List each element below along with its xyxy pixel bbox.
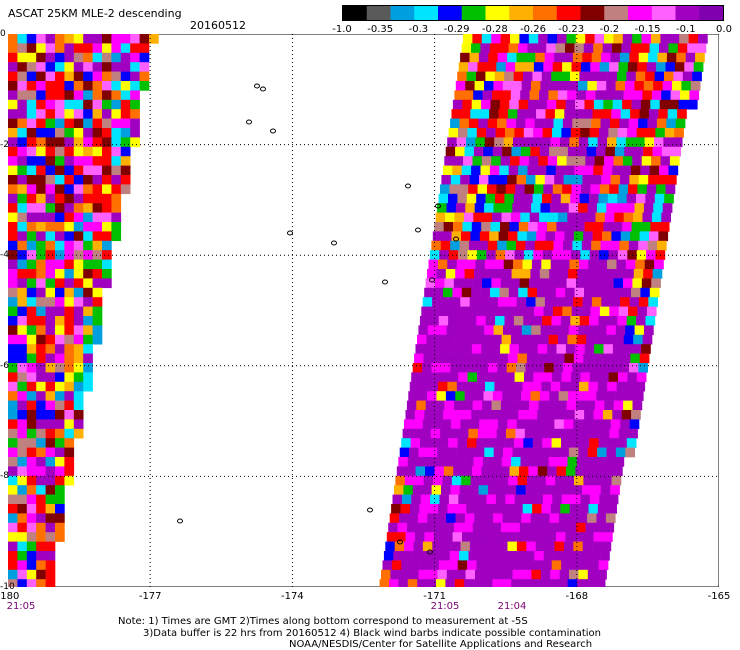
- island-outline: [435, 203, 441, 209]
- island-outline: [254, 83, 260, 89]
- colorbar-label: -0.3: [408, 24, 429, 35]
- colorbar-label: -0.15: [634, 24, 661, 35]
- colorbar-legend: -1.0 -0.35 -0.3 -0.29 -0.28 -0.26 -0.23 -0.2 -0.…: [332, 5, 732, 37]
- colorbar-label: -0.26: [520, 24, 546, 35]
- colorbar-label: -0.1: [676, 24, 696, 35]
- x-tick-label: -180: [0, 591, 20, 602]
- island-outline: [367, 507, 373, 513]
- time-label-left: 21:05: [6, 601, 36, 612]
- note-line-1: Note: 1) Times are GMT 2)Times along bot…: [118, 616, 528, 627]
- island-outline: [177, 518, 183, 524]
- x-tick-label: -168: [565, 591, 589, 602]
- colorbar-swatch: [556, 6, 581, 20]
- note-line-2: 3)Data buffer is 22 hrs from 20160512 4)…: [143, 628, 601, 639]
- left-swath: [8, 34, 159, 587]
- y-tick-label: 0: [0, 29, 6, 39]
- x-tick-label: -165: [707, 591, 731, 602]
- colorbar-swatch: [438, 6, 463, 20]
- colorbar-swatch: [604, 6, 629, 20]
- island-outline: [246, 119, 252, 125]
- colorbar-swatch: [651, 6, 676, 20]
- colorbar-label: -0.23: [558, 24, 585, 35]
- island-outline: [405, 183, 411, 189]
- colorbar-label: 0.0: [716, 24, 732, 35]
- wind-map: [8, 34, 719, 587]
- colorbar-swatch: [675, 6, 700, 20]
- island-outline: [415, 227, 421, 233]
- colorbar-label: -1.0: [332, 24, 352, 35]
- colorbar-swatch: [509, 6, 534, 20]
- colorbar: [342, 5, 724, 21]
- colorbar-swatch: [699, 6, 724, 20]
- island-outline: [287, 230, 293, 236]
- right-swath: [379, 34, 708, 587]
- note-line-3: NOAA/NESDIS/Center for Satellite Applica…: [289, 639, 593, 650]
- colorbar-label: -0.2: [599, 24, 620, 35]
- x-tick-label: -174: [281, 591, 304, 602]
- colorbar-swatch: [580, 6, 605, 20]
- x-tick-label: -177: [138, 591, 162, 602]
- x-tick-label: -171: [423, 591, 446, 602]
- island-outline: [429, 277, 435, 283]
- colorbar-swatch: [628, 6, 653, 20]
- colorbar-label: -0.28: [481, 24, 508, 35]
- colorbar-label: -0.35: [367, 24, 394, 35]
- island-outline: [382, 279, 388, 285]
- colorbar-swatch: [485, 6, 510, 20]
- island-outline: [260, 86, 266, 92]
- island-outline: [453, 236, 459, 242]
- island-outline: [331, 240, 337, 246]
- island-outline: [270, 128, 276, 134]
- colorbar-swatch: [414, 6, 439, 20]
- map-date: 20160512: [190, 19, 246, 32]
- time-label-right: 21:04: [497, 601, 527, 612]
- colorbar-swatch: [533, 6, 558, 20]
- time-label-mid: 21:05: [430, 601, 460, 612]
- map-title: ASCAT 25KM MLE-2 descending: [8, 7, 182, 20]
- island-outline: [397, 539, 403, 545]
- y-tick-label: -8: [0, 471, 9, 482]
- colorbar-labels: -1.0 -0.35 -0.3 -0.29 -0.28 -0.26 -0.23 -0.2 -0.…: [332, 24, 732, 37]
- colorbar-swatch: [343, 6, 368, 20]
- y-tick-label: -4: [0, 250, 9, 261]
- y-tick-label: -2: [0, 139, 9, 150]
- y-tick-label: -10: [0, 582, 15, 592]
- colorbar-swatch: [461, 6, 486, 20]
- colorbar-swatch: [390, 6, 415, 20]
- colorbar-label: -0.29: [443, 24, 470, 35]
- y-tick-label: -6: [0, 360, 9, 371]
- island-outline: [427, 549, 433, 555]
- colorbar-swatch: [366, 6, 391, 20]
